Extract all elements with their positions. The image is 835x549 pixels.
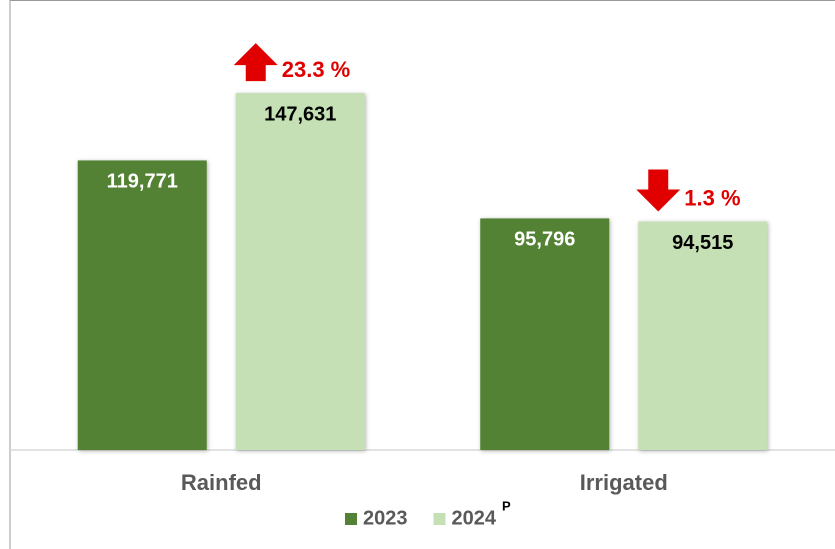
x-tick-label: Irrigated — [580, 470, 668, 495]
arrow-icon — [636, 169, 681, 212]
bar — [235, 93, 365, 450]
annotation: 1.3 % — [684, 185, 740, 210]
bar — [638, 221, 768, 450]
data-label: 119,771 — [107, 171, 178, 193]
bar — [480, 218, 610, 450]
bar — [77, 160, 207, 451]
x-tick-label: Rainfed — [181, 470, 262, 495]
legend-swatch — [433, 513, 446, 525]
data-label: 95,796 — [514, 229, 575, 251]
arrow-icon — [233, 43, 278, 82]
data-label: 147,631 — [264, 103, 336, 125]
legend-swatch — [345, 513, 357, 525]
data-label: 94,515 — [672, 232, 733, 254]
legend-label: 2024 — [452, 507, 497, 529]
annotation: 23.3 % — [282, 57, 351, 82]
legend-suffix: P — [502, 498, 511, 513]
legend-label: 2023 — [363, 507, 408, 529]
